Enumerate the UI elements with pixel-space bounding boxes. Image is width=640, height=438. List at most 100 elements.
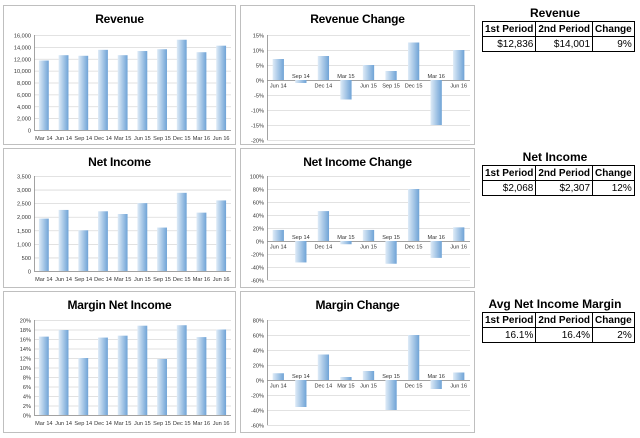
y-tick-label: 10% (253, 49, 264, 55)
value-second-period: $14,001 (535, 36, 594, 52)
bar (340, 80, 352, 100)
x-tick-label: Jun 16 (450, 245, 467, 251)
y-tick-label: 0% (256, 240, 264, 246)
y-tick-label: 12% (20, 357, 31, 363)
header-first-period: 1st Period (481, 21, 537, 37)
y-tick-label: -60% (251, 279, 264, 285)
x-tick-label: Mar 14 (35, 421, 52, 427)
x-tick-label: Jun 16 (213, 421, 230, 427)
y-tick-label: 20% (253, 364, 264, 370)
x-tick-label: Dec 14 (315, 384, 333, 390)
x-tick-label: Dec 14 (94, 421, 112, 427)
header-first-period: 1st Period (481, 165, 537, 181)
chart-title: Revenue (95, 12, 144, 26)
x-tick-label: Dec 14 (94, 277, 112, 283)
x-tick-label: Sep 14 (292, 74, 310, 80)
margin-summary: Avg Net Income Margin 1st Period 2nd Per… (481, 296, 635, 343)
x-tick-label: Dec 15 (173, 277, 191, 283)
bar (137, 325, 148, 415)
bar (385, 380, 397, 410)
y-tick-label: 0% (256, 79, 264, 85)
value-first-period: 16.1% (481, 327, 537, 343)
x-tick-label: Jun 16 (213, 277, 230, 283)
y-tick-label: -20% (251, 394, 264, 400)
x-tick-label: Sep 15 (382, 84, 400, 90)
y-tick-label: 20% (253, 227, 264, 233)
y-tick-label: 14,000 (14, 45, 31, 51)
value-change: 12% (592, 180, 635, 196)
bar (176, 192, 187, 271)
y-tick-label: 40% (253, 214, 264, 220)
value-second-period: $2,307 (535, 180, 594, 196)
x-tick-label: Mar 16 (427, 374, 444, 380)
y-tick-label: 6% (23, 385, 31, 391)
bar (340, 241, 352, 245)
bar (176, 325, 187, 415)
y-tick-label: 3,500 (17, 175, 31, 181)
x-tick-label: Dec 15 (173, 136, 191, 142)
x-tick-label: Jun 15 (134, 277, 151, 283)
bar (407, 189, 420, 241)
x-tick-label: Jun 15 (360, 245, 377, 251)
bar (453, 372, 465, 380)
bar (58, 55, 69, 130)
y-tick-label: 20% (20, 319, 31, 325)
bar (216, 45, 227, 130)
bar (78, 230, 89, 271)
summary-title: Avg Net Income Margin (488, 297, 622, 311)
x-tick-label: Mar 16 (427, 74, 444, 80)
bar (430, 80, 442, 125)
y-tick-label: 60% (253, 334, 264, 340)
bar (196, 337, 207, 415)
summary-title: Revenue (529, 6, 581, 20)
revenue-chart: 0 2,000 4,000 6,000 8,000 10,000 12,000 14,000 1… (14, 34, 231, 142)
bar (38, 336, 49, 416)
header-first-period: 1st Period (481, 312, 537, 328)
summary-title: Net Income (522, 150, 588, 164)
bar (385, 71, 397, 80)
revenue-change-chart-panel: Revenue Change -20% -15% -10% -5% 0% 5% 10% 15%… (240, 5, 475, 145)
x-tick-label: Sep 14 (292, 235, 310, 241)
bar (157, 227, 167, 271)
y-tick-label: 8,000 (17, 81, 31, 87)
x-tick-label: Mar 15 (114, 277, 131, 283)
bar (137, 51, 148, 130)
y-tick-label: 1,500 (17, 229, 31, 235)
y-tick-label: 2,000 (17, 215, 31, 221)
margin-change-chart: -60% -40% -20% 0% 20% 40% 60% 80% Jun 14 Sep 14 De… (251, 319, 470, 430)
bar (272, 229, 284, 241)
bar (216, 200, 227, 271)
y-tick-label: 2% (23, 404, 31, 410)
y-tick-label: -40% (251, 409, 264, 415)
bar (157, 49, 167, 130)
x-tick-label: Mar 14 (35, 136, 52, 142)
x-tick-label: Dec 15 (405, 245, 423, 251)
y-tick-label: 14% (20, 347, 31, 353)
x-tick-label: Jun 14 (270, 245, 287, 251)
y-tick-label: -20% (251, 253, 264, 259)
x-tick-label: Mar 15 (114, 136, 131, 142)
chart-title: Margin Change (315, 298, 400, 312)
header-change: Change (592, 312, 635, 328)
x-tick-label: Dec 15 (405, 84, 423, 90)
revenue-change-chart: -20% -15% -10% -5% 0% 5% 10% 15% Jun 14 Sep 14 Dec… (251, 34, 470, 145)
x-tick-label: Jun 15 (134, 136, 151, 142)
y-tick-label: 2,000 (17, 117, 31, 123)
bar (117, 214, 128, 271)
chart-title: Revenue Change (310, 12, 405, 26)
bar (157, 358, 167, 415)
y-tick-label: -60% (251, 424, 264, 430)
revenue-chart-panel: Revenue 0 2,000 4,000 6,000 8,000 10,000 12,00… (3, 5, 236, 145)
revenue-summary: Revenue 1st Period 2nd Period Change $12… (481, 5, 635, 52)
value-change: 2% (592, 327, 635, 343)
y-tick-label: 80% (253, 188, 264, 194)
bar (38, 218, 49, 271)
chart-title: Net Income (88, 155, 151, 169)
y-tick-label: 4,000 (17, 105, 31, 111)
x-tick-label: Jun 15 (360, 384, 377, 390)
x-tick-label: Mar 16 (193, 421, 210, 427)
bar (98, 211, 108, 271)
x-tick-label: Mar 15 (337, 384, 354, 390)
bar (176, 39, 187, 130)
bar (295, 241, 307, 263)
